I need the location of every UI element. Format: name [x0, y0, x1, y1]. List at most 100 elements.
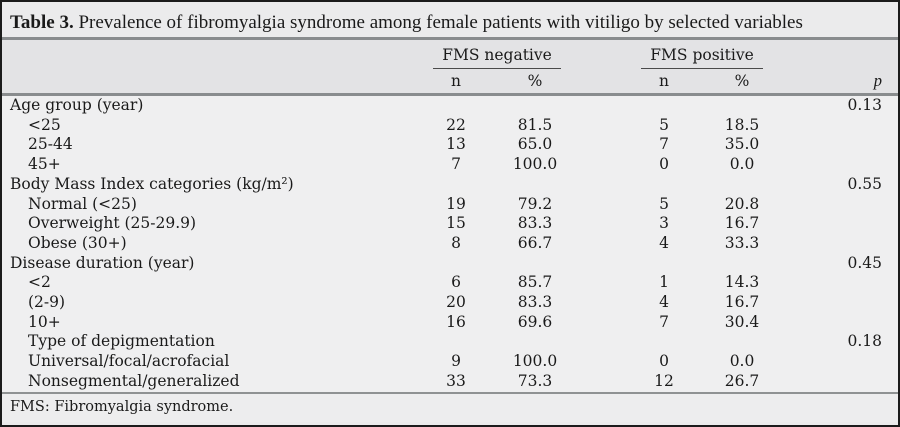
spacer-cell [576, 135, 625, 156]
fms-negative-pct-value: 100.0 [494, 155, 577, 175]
spacer-cell [576, 293, 625, 313]
spacer-cell [576, 233, 625, 254]
p-value [780, 371, 898, 392]
fms-positive-pct-value: 0.0 [704, 155, 781, 175]
spacer-cell [576, 155, 625, 175]
row-label: <2 [2, 273, 418, 294]
table-title-text: Prevalence of fibromyalgia syndrome amon… [78, 12, 803, 33]
spacer-header [576, 40, 625, 69]
spacer-cell [576, 332, 625, 353]
fms-positive-pct-value: 16.7 [704, 293, 781, 313]
fms-positive-n-value: 1 [624, 273, 705, 294]
spacer-cell [576, 174, 625, 195]
fms-positive-n-value [624, 174, 705, 195]
fms-positive-pct-value: 0.0 [704, 352, 781, 372]
table-body: Age group (year) 0.13 <25 22 81.5 5 18.5 25-44 1… [2, 94, 898, 392]
spacer-cell [576, 115, 625, 136]
fms-negative-pct-value: 83.3 [494, 214, 577, 234]
p-value: 0.45 [780, 253, 898, 274]
fms-positive-n-value [624, 94, 705, 116]
fms-negative-n-value: 7 [418, 155, 494, 175]
fms-negative-n-value [418, 174, 494, 195]
row-label: 10+ [2, 312, 418, 333]
fms-positive-pct-value: 26.7 [704, 371, 781, 392]
fms-negative-pct-value: 65.0 [494, 135, 577, 156]
p-value [780, 194, 898, 215]
fms-positive-pct-value [704, 253, 781, 274]
fms-positive-pct-value: 16.7 [704, 214, 781, 234]
fms-negative-pct-value: 81.5 [494, 115, 577, 136]
fms-negative-pct-value: 83.3 [494, 293, 577, 313]
fms-positive-n-value [624, 253, 705, 274]
fms-negative-pct-value [494, 253, 577, 274]
fms-negative-pct-value [494, 94, 577, 116]
fms-positive-n-value: 0 [624, 352, 705, 372]
row-label: 25-44 [2, 135, 418, 156]
fms-positive-n-value: 3 [624, 214, 705, 234]
fms-positive-pct-value: 18.5 [704, 115, 781, 136]
table-row: Disease duration (year) 0.45 [2, 253, 898, 274]
spacer-cell [576, 352, 625, 372]
p-value [780, 155, 898, 175]
fms-positive-group-label: FMS positive [641, 46, 763, 69]
fms-negative-n-value [418, 332, 494, 353]
p-value: 0.55 [780, 174, 898, 195]
stub-subheader-empty [2, 69, 418, 95]
table-row: Nonsegmental/generalized 33 73.3 12 26.7 [2, 371, 898, 392]
table-row: <25 22 81.5 5 18.5 [2, 115, 898, 136]
table-row: 25-44 13 65.0 7 35.0 [2, 135, 898, 156]
fms-negative-n-value [418, 253, 494, 274]
row-label: Universal/focal/acrofacial [2, 352, 418, 372]
table-row: Universal/focal/acrofacial 9 100.0 0 0.0 [2, 352, 898, 372]
fms-positive-n-value: 12 [624, 371, 705, 392]
table-caption: Table 3. Prevalence of fibromyalgia synd… [2, 2, 898, 40]
fms-positive-n-value [624, 332, 705, 353]
sub-header-row: n % n % p [2, 69, 898, 95]
spacer-cell [576, 273, 625, 294]
fms-negative-n-value: 13 [418, 135, 494, 156]
spacer-subheader [576, 69, 625, 95]
fms-positive-n-value: 5 [624, 115, 705, 136]
fms-positive-n-value: 0 [624, 155, 705, 175]
fms-positive-n-value: 5 [624, 194, 705, 215]
fms-negative-pct-value [494, 174, 577, 195]
p-header-empty [780, 40, 898, 69]
fms-positive-group-header: FMS positive [624, 40, 781, 69]
table-number: Table 3. [10, 12, 74, 33]
table-row: Body Mass Index categories (kg/m²) 0.55 [2, 174, 898, 195]
fms-negative-pct-value: 66.7 [494, 233, 577, 254]
fms-positive-n-value: 7 [624, 135, 705, 156]
spacer-cell [576, 194, 625, 215]
fms-negative-n-value: 9 [418, 352, 494, 372]
fms-negative-n-value: 22 [418, 115, 494, 136]
fms-negative-n-value: 33 [418, 371, 494, 392]
p-value [780, 135, 898, 156]
fms-negative-pct-value [494, 332, 577, 353]
data-table: FMS negative FMS positive n % n % p Age … [2, 40, 898, 392]
p-value-header: p [780, 69, 898, 95]
fms-negative-n-value [418, 94, 494, 116]
row-label: Disease duration (year) [2, 253, 418, 274]
fms-positive-n-value: 7 [624, 312, 705, 333]
column-group-row: FMS negative FMS positive [2, 40, 898, 69]
p-value [780, 293, 898, 313]
row-label: Age group (year) [2, 94, 418, 116]
p-value [780, 352, 898, 372]
p-value [780, 115, 898, 136]
table-footnote: FMS: Fibromyalgia syndrome. [2, 393, 898, 422]
spacer-cell [576, 371, 625, 392]
fms-positive-pct-value [704, 332, 781, 353]
fms-positive-n-value: 4 [624, 293, 705, 313]
row-label: Body Mass Index categories (kg/m²) [2, 174, 418, 195]
row-label: Normal (<25) [2, 194, 418, 215]
row-label: Nonsegmental/generalized [2, 371, 418, 392]
fms-positive-pct-value: 20.8 [704, 194, 781, 215]
row-label: <25 [2, 115, 418, 136]
table-row: <2 6 85.7 1 14.3 [2, 273, 898, 294]
table-row: Obese (30+) 8 66.7 4 33.3 [2, 233, 898, 254]
table-row: Overweight (25-29.9) 15 83.3 3 16.7 [2, 214, 898, 234]
fms-positive-pct-value [704, 94, 781, 116]
row-label: Obese (30+) [2, 233, 418, 254]
fms-positive-pct-value: 35.0 [704, 135, 781, 156]
p-value [780, 214, 898, 234]
